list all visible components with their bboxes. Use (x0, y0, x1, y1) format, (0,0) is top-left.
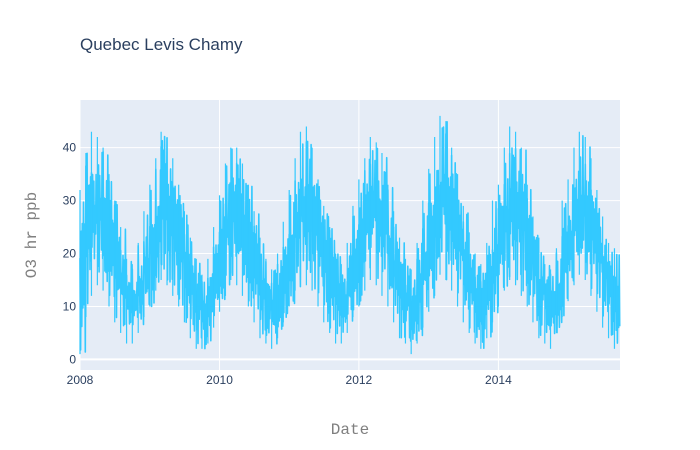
y-tick-label: 30 (63, 194, 77, 208)
chart-title: Quebec Levis Chamy (80, 35, 243, 54)
y-tick-label: 10 (63, 299, 77, 313)
x-tick-label: 2014 (485, 373, 512, 387)
x-axis-title: Date (331, 421, 369, 439)
x-tick-labels: 2008 2010 2012 2014 (67, 373, 512, 387)
y-tick-labels: 0 10 20 30 40 (63, 141, 77, 367)
x-tick-label: 2012 (346, 373, 373, 387)
series-group (79, 115, 621, 355)
series-line (79, 121, 621, 353)
y-axis-title: O3 hr ppb (23, 192, 41, 278)
x-tick-label: 2010 (206, 373, 233, 387)
x-tick-label: 2008 (67, 373, 94, 387)
y-tick-label: 0 (69, 352, 76, 366)
y-tick-label: 20 (63, 247, 77, 261)
y-tick-label: 40 (63, 141, 77, 155)
